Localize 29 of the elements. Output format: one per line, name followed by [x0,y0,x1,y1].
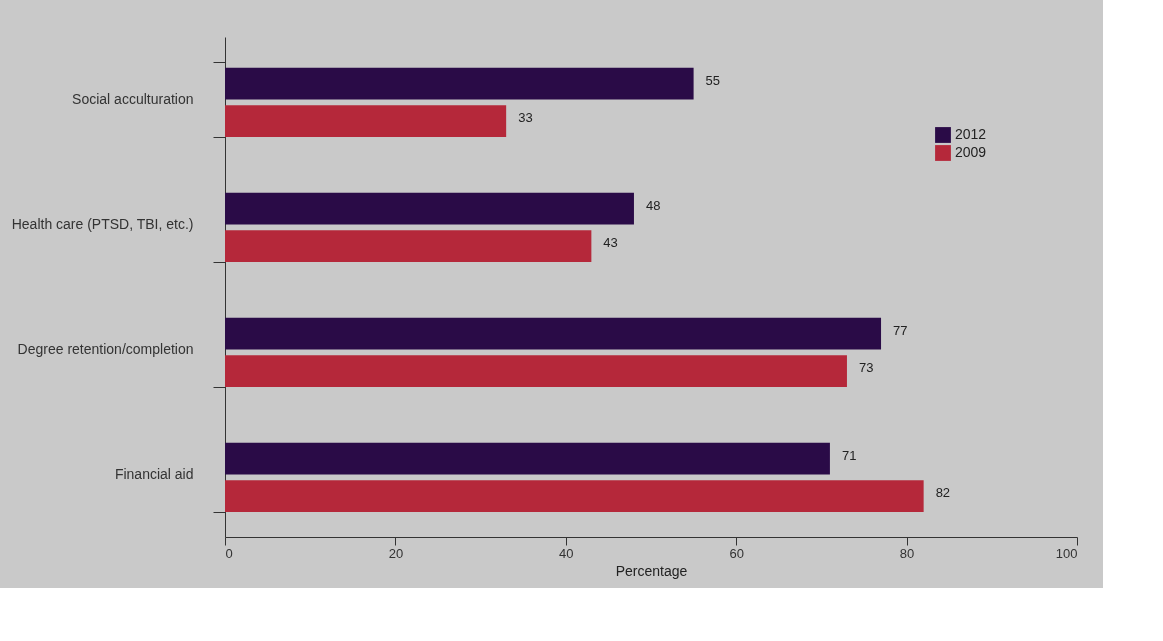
y-tick-label: Health care (PTSD, TBI, etc.) [11,216,194,232]
bar [225,355,847,387]
bar [225,67,694,100]
bar [225,192,634,225]
x-tick-label: 60 [729,545,744,561]
bar [225,480,924,512]
x-tick-label: 40 [559,545,574,561]
data-label: 71 [841,447,857,463]
bar [225,230,592,262]
bar [225,105,507,137]
x-tick-label: 80 [899,545,915,561]
legend-label: 2012 [955,126,987,142]
x-axis-title: Percentage [615,562,688,579]
data-label: 43 [603,235,618,251]
x-tick-label: 20 [388,545,404,561]
bar [225,442,830,475]
y-tick-label: Social acculturation [72,91,194,107]
y-tick-label: Degree retention/completion [17,341,194,357]
data-label: 73 [858,360,874,376]
data-label: 82 [935,485,951,501]
data-label: 55 [705,72,721,88]
y-tick-label: Financial aid [114,466,194,482]
bar [225,317,882,350]
x-tick-label: 0 [225,545,233,561]
legend-label: 2009 [955,144,987,160]
x-tick-label: 100 [1055,545,1078,561]
data-label: 48 [645,197,661,213]
data-label: 33 [518,110,533,126]
data-label: 77 [893,322,908,338]
